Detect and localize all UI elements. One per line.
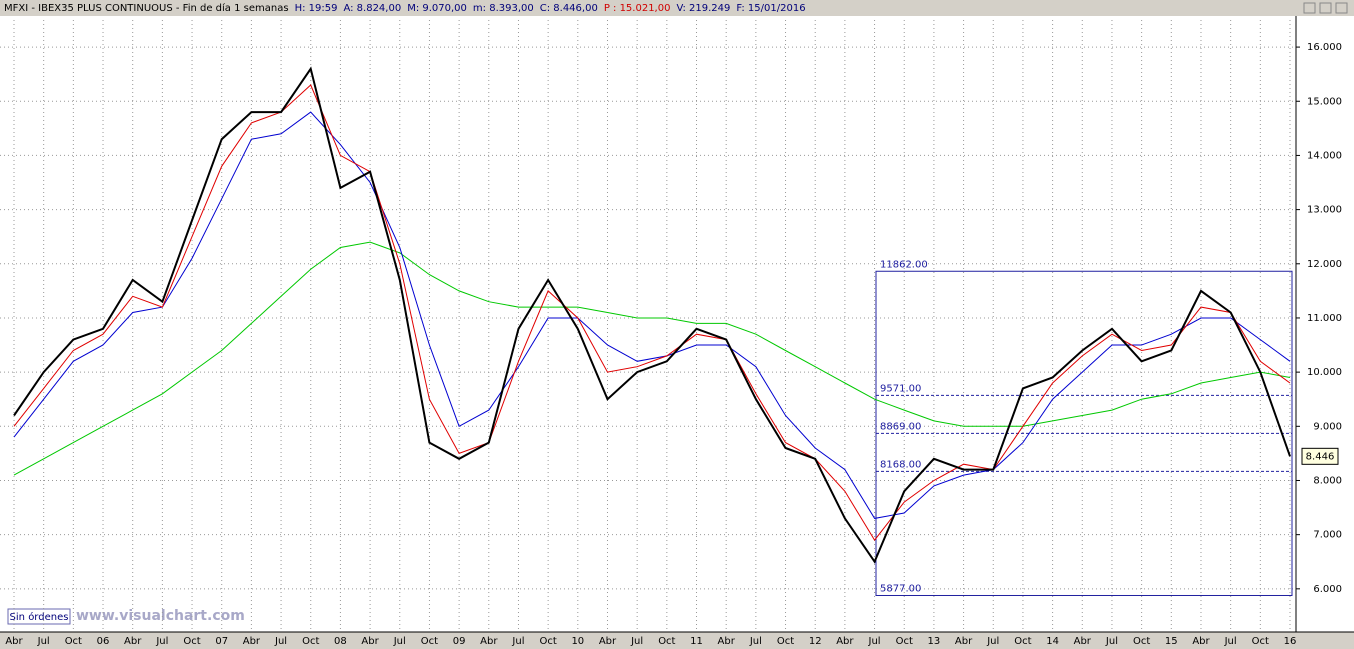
x-tick-label: Jul: [511, 636, 524, 647]
status-text: Sin órdenes: [10, 611, 69, 623]
x-tick-label: Oct: [658, 636, 675, 647]
x-tick-label: Jul: [868, 636, 881, 647]
y-tick-label: 12.000: [1307, 259, 1342, 270]
x-tick-label: 12: [809, 636, 822, 647]
x-tick-label: Abr: [1074, 636, 1092, 647]
header: MFXI - IBEX35 PLUS CONTINUOUS - Fin de d…: [4, 2, 806, 14]
last-price-box: [1301, 447, 1339, 465]
status-box[interactable]: [7, 608, 71, 625]
x-tick-label: Abr: [955, 636, 973, 647]
x-tick-label: Jul: [393, 636, 406, 647]
x-tick-label: Jul: [155, 636, 168, 647]
x-tick-label: Oct: [183, 636, 200, 647]
header-field: m: 8.393,00: [473, 3, 534, 14]
level-label: 8869.00: [880, 421, 921, 432]
x-tick-label: Oct: [1014, 636, 1031, 647]
header-field: M: 9.070,00: [407, 3, 467, 14]
moving-average: [13, 111, 1291, 519]
x-tick-label: 11: [690, 636, 703, 647]
level-label: 5877.00: [880, 583, 921, 594]
maximize-button[interactable]: [1319, 2, 1332, 14]
x-tick-label: Oct: [777, 636, 794, 647]
y-tick-label: 8.000: [1313, 475, 1342, 486]
title-bar: [0, 0, 1354, 16]
minimize-button[interactable]: [1303, 2, 1316, 14]
x-axis-band: [0, 632, 1354, 649]
y-tick-label: 16.000: [1307, 42, 1342, 53]
y-tick-label: 7.000: [1313, 530, 1342, 541]
x-tick-label: Abr: [243, 636, 261, 647]
price-line: [13, 66, 1291, 564]
x-tick-label: 13: [928, 636, 941, 647]
header-field: V: 219.249: [676, 3, 730, 14]
last-price-label: 8.446: [1306, 451, 1335, 462]
x-tick-label: Oct: [1252, 636, 1269, 647]
x-tick-label: Jul: [274, 636, 287, 647]
x-tick-label: Abr: [480, 636, 498, 647]
y-tick-label: 13.000: [1307, 205, 1342, 216]
y-tick-label: 14.000: [1307, 150, 1342, 161]
x-tick-label: Jul: [37, 636, 50, 647]
header-field: F: 15/01/2016: [736, 3, 805, 14]
level-label: 9571.00: [880, 383, 921, 394]
close-button[interactable]: [1335, 2, 1348, 14]
x-tick-label: 14: [1046, 636, 1059, 647]
y-tick-label: 6.000: [1313, 584, 1342, 595]
x-tick-label: Jul: [1224, 636, 1237, 647]
x-tick-label: 07: [215, 636, 228, 647]
x-tick-label: Oct: [896, 636, 913, 647]
x-tick-label: Abr: [599, 636, 617, 647]
y-tick-label: 15.000: [1307, 96, 1342, 107]
x-tick-label: 16: [1284, 636, 1297, 647]
x-tick-label: Abr: [124, 636, 142, 647]
level-label: 11862.00: [880, 259, 928, 270]
x-tick-label: Jul: [749, 636, 762, 647]
x-tick-label: 06: [97, 636, 110, 647]
x-tick-label: 15: [1165, 636, 1178, 647]
x-tick-label: Oct: [1133, 636, 1150, 647]
header-field: C: 8.446,00: [540, 3, 598, 14]
x-tick-label: Oct: [65, 636, 82, 647]
x-tick-label: Abr: [836, 636, 854, 647]
x-tick-label: Oct: [421, 636, 438, 647]
y-tick-label: 9.000: [1313, 421, 1342, 432]
x-tick-label: 10: [571, 636, 584, 647]
x-tick-label: 08: [334, 636, 347, 647]
moving-average: [13, 241, 1291, 476]
x-tick-label: 09: [453, 636, 466, 647]
x-tick-label: Abr: [718, 636, 736, 647]
x-tick-label: Abr: [1192, 636, 1210, 647]
watermark: www.visualchart.com: [76, 608, 245, 624]
header-field: H: 19:59: [295, 3, 338, 14]
level-label: 8168.00: [880, 459, 921, 470]
y-tick-label: 11.000: [1307, 313, 1342, 324]
header-field: A: 8.824,00: [343, 3, 401, 14]
x-tick-label: Oct: [302, 636, 319, 647]
x-tick-label: Abr: [5, 636, 23, 647]
x-tick-label: Jul: [1105, 636, 1118, 647]
x-tick-label: Jul: [986, 636, 999, 647]
x-tick-label: Oct: [539, 636, 556, 647]
header-title: MFXI - IBEX35 PLUS CONTINUOUS - Fin de d…: [4, 2, 289, 14]
x-tick-label: Abr: [361, 636, 379, 647]
y-tick-label: 10.000: [1307, 367, 1342, 378]
x-tick-label: Jul: [630, 636, 643, 647]
moving-average: [13, 84, 1291, 541]
header-field: P : 15.021,00: [604, 3, 671, 14]
